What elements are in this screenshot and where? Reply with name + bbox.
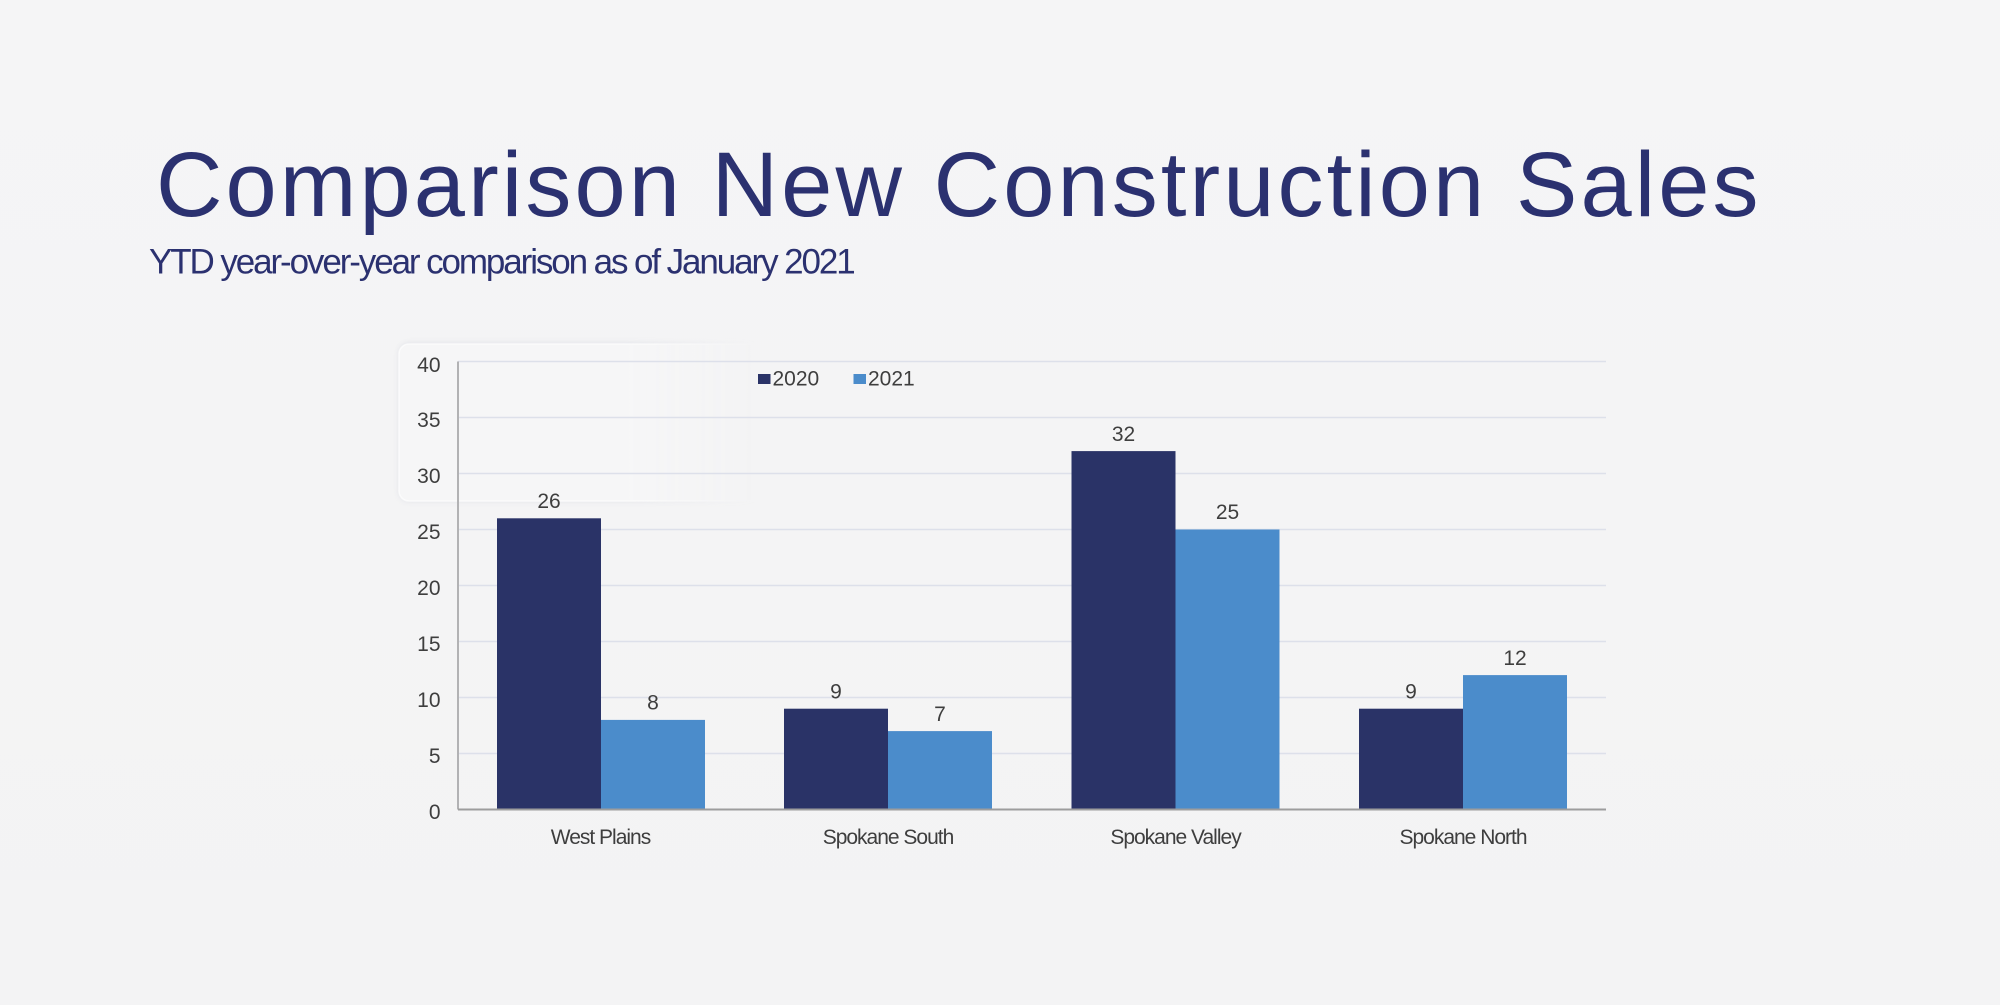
svg-text:26: 26	[537, 490, 560, 513]
svg-text:Spokane Valley: Spokane Valley	[1110, 826, 1242, 849]
svg-text:35: 35	[417, 409, 440, 432]
svg-text:15: 15	[417, 633, 440, 656]
svg-text:Comparison New Construction Sa: Comparison New Construction Sales	[156, 134, 1762, 236]
svg-text:25: 25	[1216, 501, 1239, 524]
svg-text:Spokane North: Spokane North	[1399, 826, 1526, 849]
svg-text:25: 25	[417, 521, 440, 544]
svg-text:Spokane South: Spokane South	[823, 826, 954, 849]
svg-text:10: 10	[417, 689, 440, 712]
svg-text:YTD year-over-year comparison: YTD year-over-year comparison as of Janu…	[149, 243, 854, 282]
svg-text:0: 0	[429, 801, 441, 824]
svg-text:40: 40	[417, 354, 440, 377]
svg-text:9: 9	[830, 680, 842, 703]
svg-text:West Plains: West Plains	[551, 826, 651, 849]
svg-text:5: 5	[429, 745, 441, 768]
svg-text:32: 32	[1112, 423, 1135, 446]
svg-text:2020: 2020	[773, 368, 820, 391]
svg-text:12: 12	[1503, 647, 1526, 670]
svg-text:9: 9	[1405, 680, 1417, 703]
svg-text:7: 7	[934, 703, 946, 726]
svg-text:2021: 2021	[868, 368, 915, 391]
svg-text:20: 20	[417, 577, 440, 600]
svg-text:8: 8	[647, 692, 659, 715]
svg-text:30: 30	[417, 465, 440, 488]
